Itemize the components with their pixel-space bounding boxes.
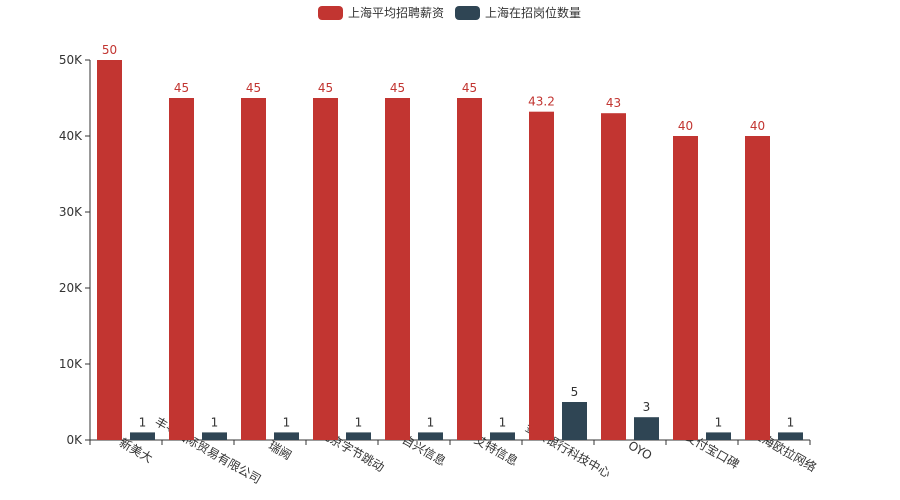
bar-salary[interactable]	[529, 111, 554, 441]
bar-jobs[interactable]	[202, 432, 227, 440]
bar-salary[interactable]	[745, 136, 770, 440]
data-label-jobs: 3	[643, 400, 651, 414]
y-tick-label: 0K	[66, 433, 83, 447]
bar-salary[interactable]	[313, 98, 338, 440]
data-label-jobs: 1	[355, 415, 363, 429]
bar-jobs[interactable]	[418, 432, 443, 440]
data-label-salary: 43	[606, 96, 621, 110]
y-tick-label: 30K	[59, 205, 83, 219]
y-tick-label: 10K	[59, 357, 83, 371]
x-tick-label: OYO	[626, 438, 655, 463]
data-label-jobs: 1	[283, 415, 291, 429]
bar-jobs[interactable]	[274, 432, 299, 440]
legend-label-2[interactable]: 上海在招岗位数量	[485, 5, 581, 20]
data-label-jobs: 1	[139, 415, 147, 429]
bar-salary[interactable]	[601, 113, 626, 440]
data-label-salary: 45	[390, 81, 405, 95]
data-label-salary: 50	[102, 43, 117, 57]
x-tick-label: 瑞阙	[266, 438, 294, 462]
bar-salary[interactable]	[457, 98, 482, 440]
bar-jobs[interactable]	[130, 432, 155, 440]
y-tick-label: 20K	[59, 281, 83, 295]
data-label-jobs: 1	[499, 415, 507, 429]
data-label-jobs: 1	[211, 415, 219, 429]
data-label-salary: 45	[318, 81, 333, 95]
data-label-jobs: 1	[787, 415, 795, 429]
bar-jobs[interactable]	[778, 432, 803, 440]
bars	[97, 60, 803, 441]
bar-jobs[interactable]	[346, 432, 371, 440]
data-label-jobs: 5	[571, 385, 579, 399]
bar-jobs[interactable]	[490, 432, 515, 440]
bar-jobs[interactable]	[562, 402, 587, 440]
data-label-salary: 45	[174, 81, 189, 95]
bar-salary[interactable]	[673, 136, 698, 440]
bar-jobs[interactable]	[634, 417, 659, 440]
legend: 上海平均招聘薪资 上海在招岗位数量	[318, 5, 581, 20]
legend-swatch-2[interactable]	[455, 6, 480, 20]
data-label-jobs: 1	[427, 415, 435, 429]
bar-salary[interactable]	[241, 98, 266, 440]
data-label-salary: 40	[678, 119, 693, 133]
legend-label-1[interactable]: 上海平均招聘薪资	[348, 5, 444, 20]
data-label-salary: 45	[246, 81, 261, 95]
legend-swatch-1[interactable]	[318, 6, 343, 20]
bar-salary[interactable]	[169, 98, 194, 440]
data-label-salary: 43.2	[528, 95, 555, 109]
y-tick-label: 40K	[59, 129, 83, 143]
bar-salary[interactable]	[385, 98, 410, 440]
data-labels: 50 1 45 1 45 1 45 1 45 1 45 1 43.2 5 43 3 40 1 40 1	[102, 43, 794, 429]
bar-jobs[interactable]	[706, 432, 731, 440]
data-label-salary: 40	[750, 119, 765, 133]
bar-salary[interactable]	[97, 60, 122, 440]
y-tick-label: 50K	[59, 53, 83, 67]
data-label-salary: 45	[462, 81, 477, 95]
data-label-jobs: 1	[715, 415, 723, 429]
